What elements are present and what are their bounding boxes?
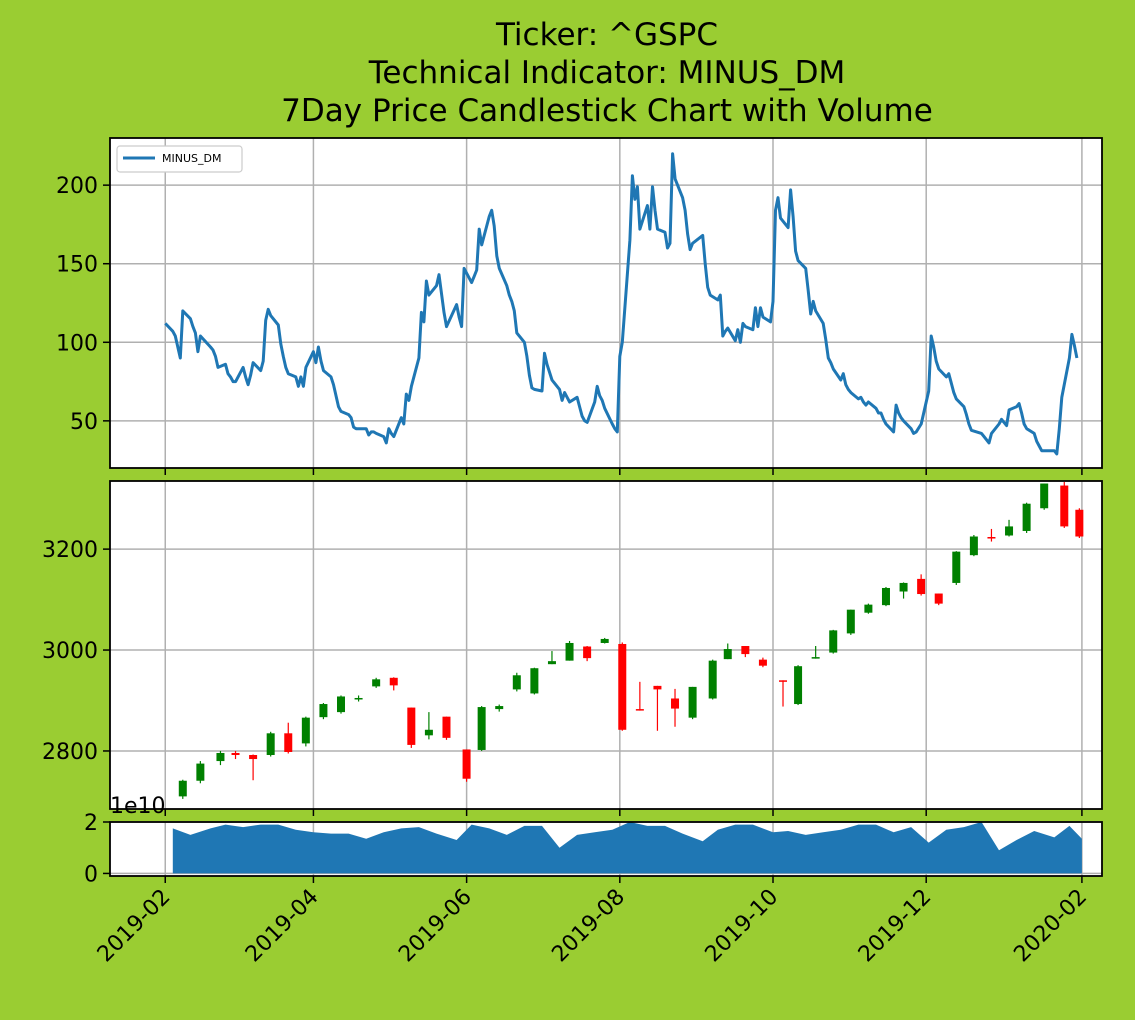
candle-body [1022, 503, 1031, 531]
candle-body [284, 733, 293, 752]
candle-body [178, 780, 187, 797]
candle-body [618, 643, 627, 730]
indicator-x-tick-marks [164, 468, 1083, 475]
candle-body [196, 763, 205, 781]
y-tick-label: 0 [84, 862, 98, 887]
candle-body [811, 657, 820, 659]
candle-body [249, 755, 258, 760]
candle-body [530, 668, 539, 694]
candle-body [952, 551, 961, 583]
candle-body [583, 646, 592, 659]
candle-body [779, 680, 788, 682]
candle-body [477, 707, 486, 750]
candle-body [653, 685, 662, 690]
indicator-panel-background [110, 138, 1102, 468]
volume-scale-offset: 1e10 [110, 794, 166, 819]
indicator-panel-frame [109, 137, 1103, 469]
candle-body [319, 704, 328, 718]
price-panel-background [110, 481, 1102, 809]
indicator-y-ticks: 50 100 150 200 [56, 174, 110, 435]
candle-body [987, 537, 996, 539]
candle-body [794, 666, 803, 705]
candle-body [216, 752, 225, 762]
candle-body [846, 609, 855, 634]
candle-body [1005, 526, 1014, 536]
chart-title-line-1: Ticker: ^GSPC [495, 17, 718, 53]
candle-body [1075, 509, 1084, 537]
candle-body [671, 698, 680, 709]
volume-y-ticks: 02 [84, 811, 110, 887]
y-tick-label: 2800 [42, 740, 98, 765]
volume-panel-frame [109, 821, 1103, 877]
y-tick-label: 3200 [42, 538, 98, 563]
candle-body [337, 696, 346, 713]
candle-body [708, 660, 717, 699]
candle-body [547, 661, 556, 665]
candle-body [723, 649, 732, 660]
legend-label: MINUS_DM [162, 152, 221, 165]
minus-dm-line [164, 152, 1079, 456]
indicator-gridlines [110, 138, 1102, 468]
candle-body [917, 578, 926, 595]
candle-body [969, 536, 978, 556]
chart-title-line-2: Technical Indicator: MINUS_DM [368, 55, 846, 91]
candle-body [266, 733, 275, 756]
price-panel-frame [109, 480, 1103, 810]
candle-body [881, 587, 890, 606]
y-tick-label: 100 [56, 331, 98, 356]
candle-body [934, 593, 943, 604]
candle-body [424, 729, 433, 736]
candlesticks [178, 482, 1084, 799]
candle-body [372, 679, 381, 687]
candle-body [758, 659, 767, 666]
candle-body [407, 707, 416, 745]
candle-body [1060, 485, 1069, 527]
price-panel: 2800 3000 3200 [42, 480, 1103, 816]
y-tick-label: 2 [84, 811, 98, 836]
legend: MINUS_DM [116, 145, 243, 173]
candle-body [495, 706, 504, 710]
y-tick-label: 50 [70, 410, 98, 435]
price-x-tick-marks [164, 809, 1083, 816]
candle-body [354, 697, 363, 700]
candle-body [600, 638, 609, 643]
y-tick-label: 200 [56, 174, 98, 199]
y-tick-label: 3000 [42, 639, 98, 664]
indicator-panel: 50 100 150 200 MINUS_DM [56, 137, 1103, 475]
volume-area [172, 822, 1082, 874]
legend-box [116, 145, 243, 173]
candle-body [829, 630, 838, 653]
chart-title-line-3: 7Day Price Candlestick Chart with Volume [281, 93, 933, 129]
candle-body [864, 604, 873, 613]
candle-body [512, 675, 521, 690]
candle-body [442, 716, 451, 738]
candle-body [1040, 483, 1049, 509]
y-tick-label: 150 [56, 253, 98, 278]
price-y-ticks: 2800 3000 3200 [42, 538, 110, 765]
candle-body [389, 677, 398, 686]
candle-body [231, 752, 240, 756]
candle-body [688, 686, 697, 718]
candle-body [301, 717, 310, 744]
candle-body [741, 646, 750, 655]
candle-body [899, 582, 908, 592]
candle-body [462, 749, 471, 779]
candle-body [635, 709, 644, 711]
candle-body [565, 642, 574, 661]
